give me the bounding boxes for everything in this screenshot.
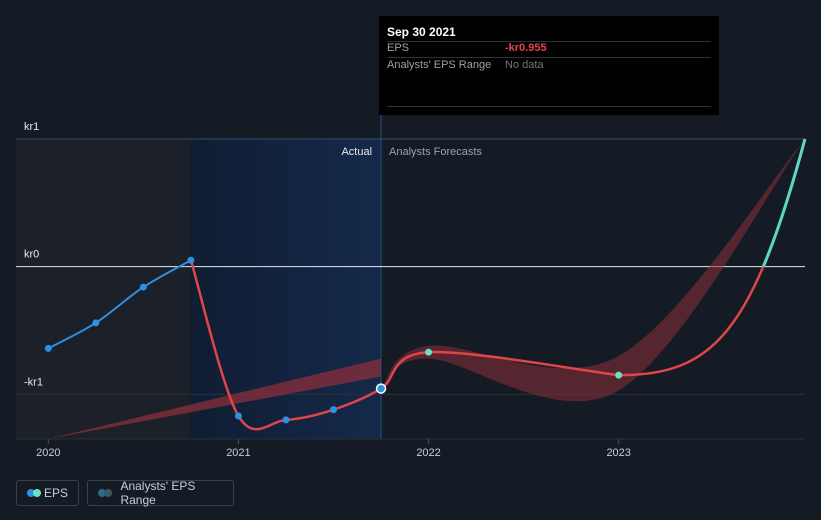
eps-point: [139, 283, 147, 291]
eps-line-forecast-positive: [761, 138, 807, 267]
eps-point: [282, 416, 290, 424]
x-tick-label: 2021: [226, 447, 250, 459]
tooltip-eps-label: EPS: [387, 42, 410, 54]
legend-eps-button[interactable]: EPS: [16, 480, 79, 506]
tooltip-divider: [387, 57, 711, 58]
eps-point: [187, 256, 195, 264]
past-range-wedge: [48, 358, 382, 439]
eps-point: [234, 412, 242, 420]
eps-point: [375, 383, 387, 394]
x-tick-label: 2020: [36, 447, 60, 459]
eps-forecast-point: [425, 348, 433, 356]
x-tick-label: 2023: [606, 447, 630, 459]
eps-point: [330, 406, 338, 414]
x-tick-label: 2022: [416, 447, 440, 459]
tooltip-range-value: No data: [505, 59, 544, 71]
tooltip-divider: [387, 41, 711, 42]
y-tick-label: kr0: [24, 249, 39, 261]
tooltip-range-label: Analysts' EPS Range: [387, 59, 492, 71]
forecast-range-band: [381, 139, 805, 402]
eps-legend-icon: [27, 489, 41, 497]
forecast-label: Analysts Forecasts: [389, 146, 482, 158]
y-tick-label: -kr1: [24, 376, 43, 388]
eps-line-past: [47, 259, 192, 350]
legend-eps-label: EPS: [43, 486, 68, 500]
y-tick-label: kr1: [24, 121, 39, 133]
eps-forecast-point: [615, 371, 623, 379]
tooltip: Sep 30 2021 EPS -kr0.955 Analysts' EPS R…: [379, 16, 719, 115]
eps-point: [44, 344, 52, 352]
eps-point: [92, 319, 100, 327]
tooltip-eps-value: -kr0.955: [505, 42, 547, 54]
tooltip-divider: [387, 106, 711, 107]
legend-range-button[interactable]: Analysts' EPS Range: [87, 479, 234, 507]
legend-range-label: Analysts' EPS Range: [120, 479, 196, 507]
actual-label: Actual: [341, 146, 372, 158]
tooltip-date: Sep 30 2021: [387, 25, 456, 39]
range-legend-icon: [98, 489, 112, 497]
past-shade: [16, 139, 191, 439]
